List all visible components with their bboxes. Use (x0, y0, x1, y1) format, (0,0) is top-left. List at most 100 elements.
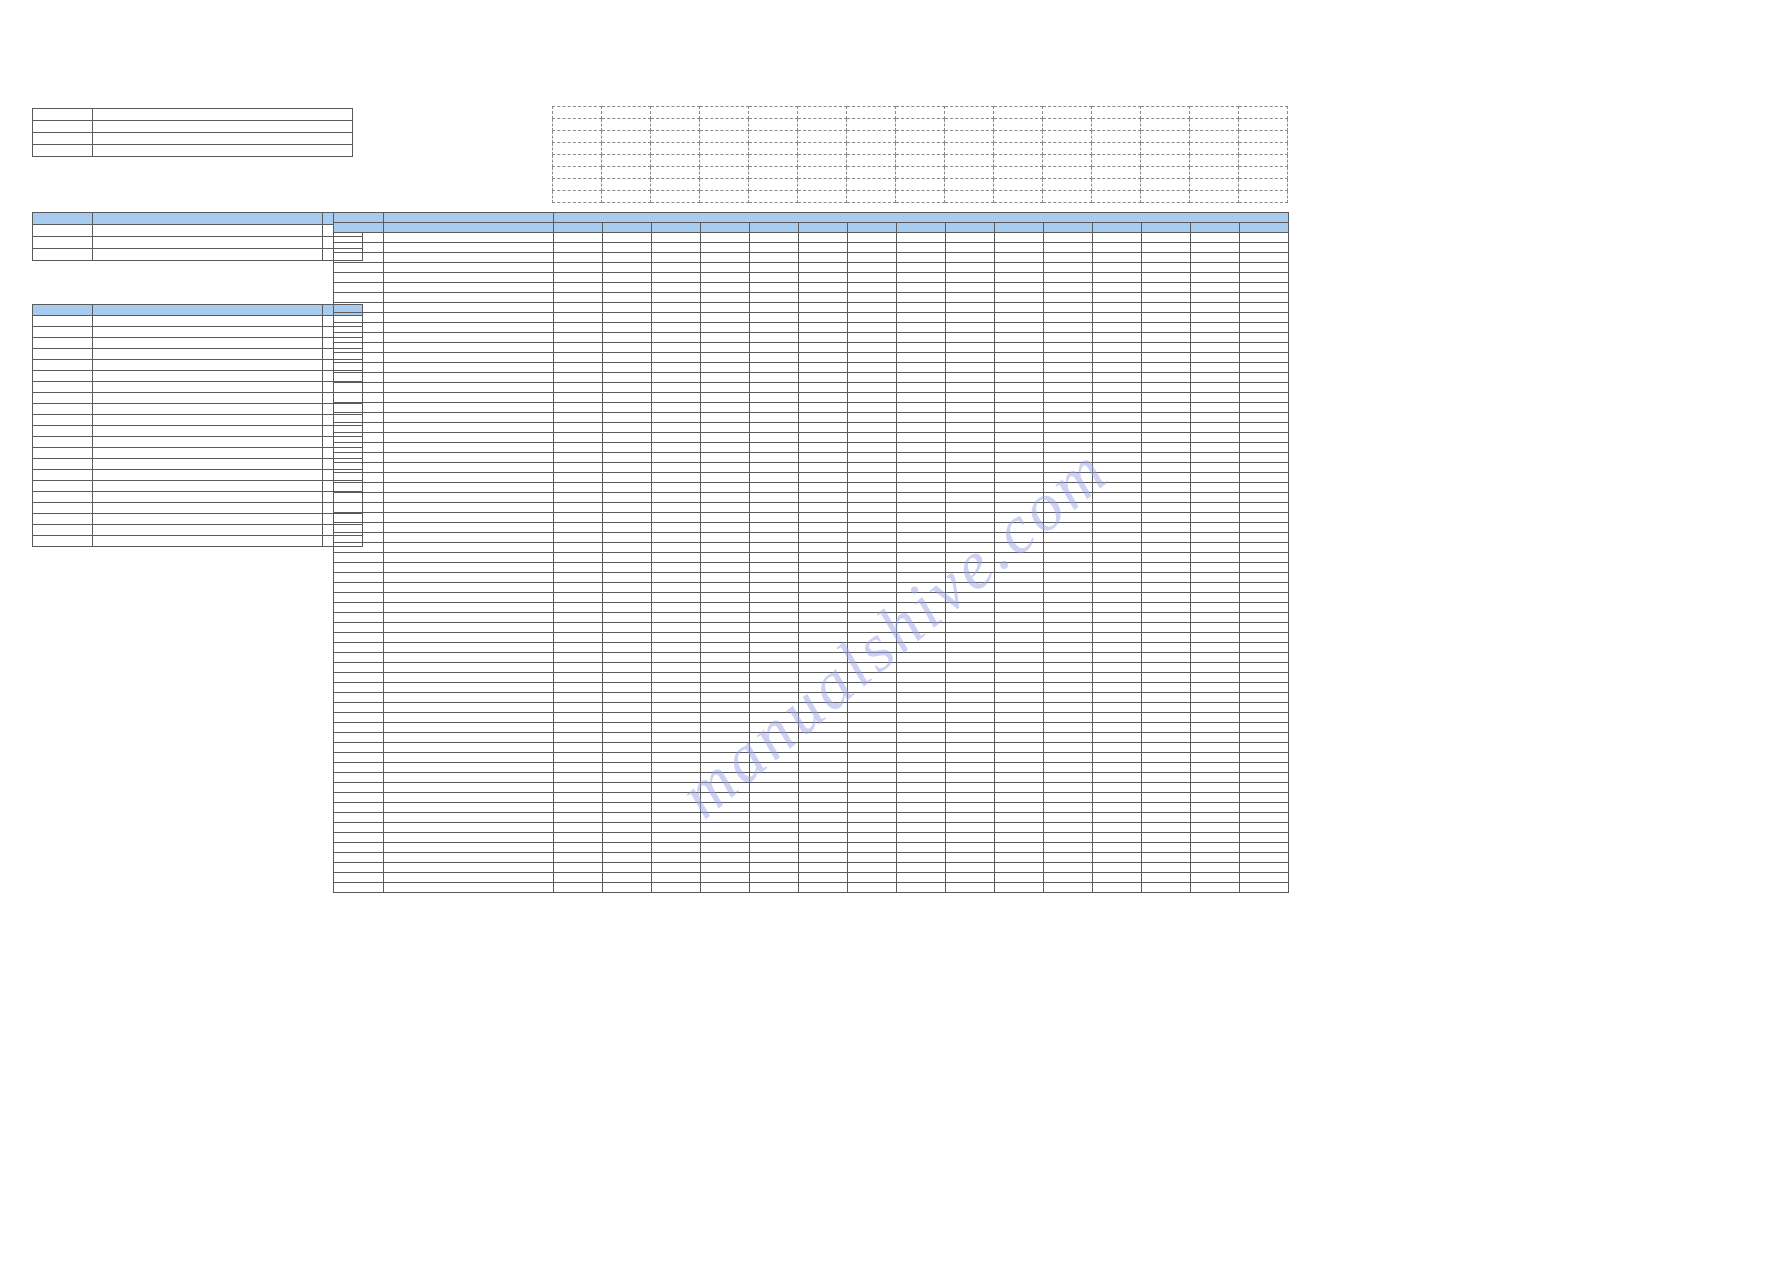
cell (848, 673, 897, 683)
cell (946, 253, 995, 263)
cell (750, 863, 799, 873)
cell (1142, 813, 1191, 823)
cell (945, 119, 994, 131)
cell (1142, 343, 1191, 353)
header-cell (384, 213, 554, 223)
cell (1043, 143, 1092, 155)
cell (554, 873, 603, 883)
cell (749, 155, 798, 167)
cell (1191, 453, 1240, 463)
cell (750, 853, 799, 863)
cell (1093, 713, 1142, 723)
cell (701, 793, 750, 803)
cell (994, 155, 1043, 167)
cell (897, 623, 946, 633)
cell (1142, 843, 1191, 853)
cell (995, 233, 1044, 243)
cell (799, 463, 848, 473)
meta-table (32, 108, 353, 157)
cell (848, 873, 897, 883)
table-row (334, 633, 1289, 643)
cell (652, 533, 701, 543)
cell (946, 343, 995, 353)
cell (93, 349, 323, 360)
cell (553, 143, 602, 155)
cell (334, 563, 384, 573)
cell (33, 404, 93, 415)
cell (848, 863, 897, 873)
cell (1240, 643, 1289, 653)
cell (603, 513, 652, 523)
cell (897, 263, 946, 273)
cell (847, 179, 896, 191)
cell (701, 743, 750, 753)
cell (384, 253, 554, 263)
cell (1239, 167, 1288, 179)
cell (554, 733, 603, 743)
cell (701, 653, 750, 663)
table-row (334, 873, 1289, 883)
cell (749, 167, 798, 179)
cell (995, 663, 1044, 673)
cell (897, 803, 946, 813)
cell (384, 383, 554, 393)
header-cell (946, 223, 995, 233)
cell (554, 713, 603, 723)
cell (700, 167, 749, 179)
cell (799, 823, 848, 833)
cell (1240, 693, 1289, 703)
cell (946, 803, 995, 813)
cell (603, 613, 652, 623)
table-header-row (334, 223, 1289, 233)
cell (384, 813, 554, 823)
cell (848, 663, 897, 673)
cell (994, 191, 1043, 203)
cell (848, 313, 897, 323)
cell (1044, 503, 1093, 513)
cell (651, 119, 700, 131)
cell (799, 803, 848, 813)
cell (750, 753, 799, 763)
cell (603, 423, 652, 433)
cell (93, 393, 323, 404)
table-row (33, 237, 363, 249)
cell (603, 373, 652, 383)
cell (1142, 393, 1191, 403)
table-row (334, 743, 1289, 753)
cell (848, 263, 897, 273)
cell (652, 303, 701, 313)
cell (384, 473, 554, 483)
cell (1239, 107, 1288, 119)
cell (554, 643, 603, 653)
cell (750, 553, 799, 563)
cell (1093, 263, 1142, 273)
cell (384, 603, 554, 613)
cell (603, 503, 652, 513)
cell (554, 703, 603, 713)
cell (701, 783, 750, 793)
cell (652, 693, 701, 703)
cell (1044, 433, 1093, 443)
table-row (334, 603, 1289, 613)
cell (93, 459, 323, 470)
cell (1142, 433, 1191, 443)
cell (603, 703, 652, 713)
cell (1044, 613, 1093, 623)
cell (334, 723, 384, 733)
cell (652, 703, 701, 713)
table-row (334, 503, 1289, 513)
cell (1093, 523, 1142, 533)
cell (1044, 883, 1093, 893)
cell (750, 793, 799, 803)
cell (1142, 803, 1191, 813)
cell (995, 553, 1044, 563)
cell (334, 433, 384, 443)
cell (1191, 323, 1240, 333)
cell (946, 863, 995, 873)
cell (750, 493, 799, 503)
cell (701, 623, 750, 633)
cell (334, 693, 384, 703)
header-cell (93, 305, 323, 316)
cell (995, 463, 1044, 473)
cell (995, 523, 1044, 533)
